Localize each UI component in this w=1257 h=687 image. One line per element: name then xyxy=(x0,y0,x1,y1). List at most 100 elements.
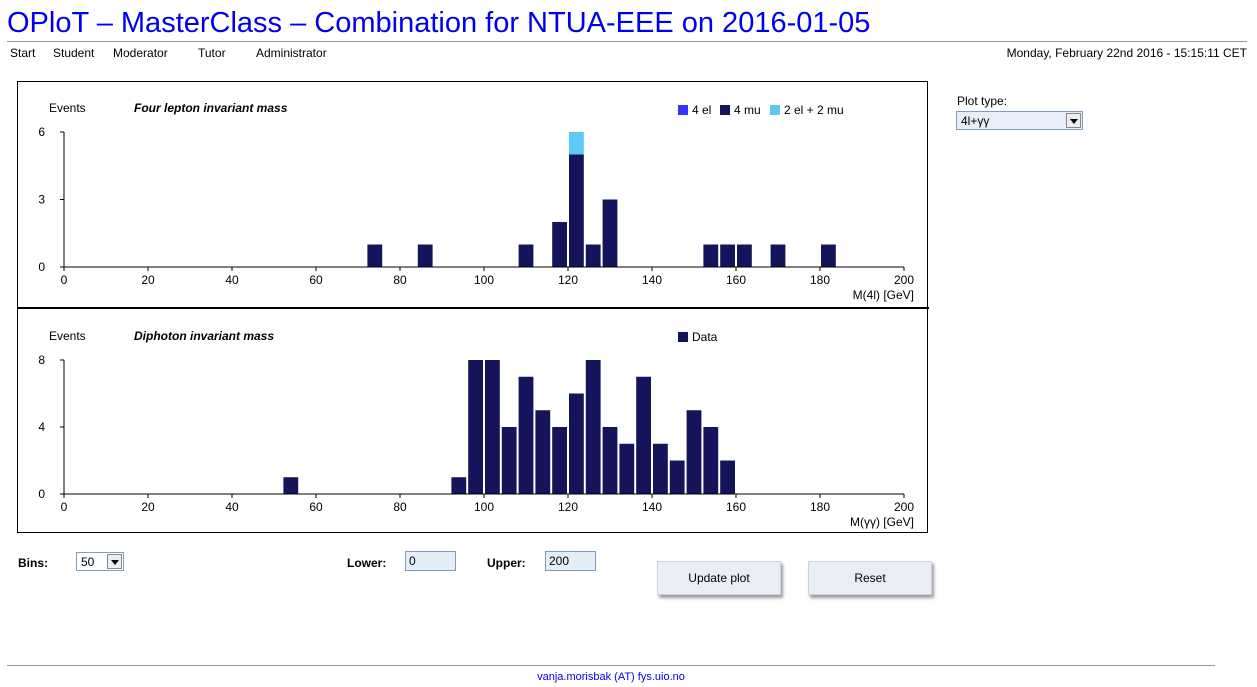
diphoton-x-tick-label: 40 xyxy=(225,500,239,514)
diphoton-bar xyxy=(518,376,534,494)
diphoton-y-tick-label: 8 xyxy=(38,353,45,367)
lepton-x-tick-label: 160 xyxy=(726,273,746,287)
diphoton-bar xyxy=(720,460,735,494)
nav-student-link[interactable]: Student xyxy=(53,46,95,60)
diphoton-bar xyxy=(602,427,618,494)
lepton-bar xyxy=(585,244,601,267)
current-datetime: Monday, February 22nd 2016 - 15:15:11 CE… xyxy=(1006,46,1247,60)
diphoton-x-tick-label: 0 xyxy=(61,500,68,514)
lepton-x-tick-label: 140 xyxy=(642,273,662,287)
diphoton-bar xyxy=(703,427,719,494)
diphoton-bar xyxy=(636,376,651,494)
diphoton-bar xyxy=(653,443,668,494)
diphoton-x-tick-label: 60 xyxy=(309,500,323,514)
lepton-bar xyxy=(720,244,735,267)
diphoton-x-tick-label: 20 xyxy=(141,500,155,514)
lepton-legend-label: 4 mu xyxy=(734,103,761,117)
lepton-bar xyxy=(569,132,584,155)
lepton-bar xyxy=(367,244,383,267)
chevron-down-icon[interactable] xyxy=(1066,113,1081,128)
lepton-xlabel: M(4l) [GeV] xyxy=(853,288,914,302)
lepton-x-tick-label: 20 xyxy=(141,273,155,287)
diphoton-x-tick-label: 180 xyxy=(810,500,830,514)
diphoton-x-tick-label: 160 xyxy=(726,500,746,514)
bins-select[interactable]: 50 xyxy=(76,552,124,571)
lepton-x-tick-label: 180 xyxy=(810,273,830,287)
lepton-legend-label: 2 el + 2 mu xyxy=(784,103,844,117)
diphoton-bar xyxy=(552,427,567,494)
nav-administrator-link[interactable]: Administrator xyxy=(256,46,327,60)
diphoton-bar xyxy=(585,360,601,494)
lepton-bar xyxy=(518,244,534,267)
upper-input[interactable] xyxy=(545,551,596,571)
diphoton-y-tick-label: 0 xyxy=(38,487,45,501)
plot-type-select[interactable]: 4l+γγ xyxy=(956,111,1083,130)
header-divider xyxy=(7,41,1247,42)
diphoton-ylabel: Events xyxy=(49,329,86,343)
diphoton-bar xyxy=(485,360,500,494)
lepton-bar xyxy=(770,244,786,267)
lepton-bar xyxy=(552,222,567,267)
lower-input[interactable] xyxy=(405,551,456,571)
bins-value: 50 xyxy=(81,555,95,569)
plot-type-value: 4l+γγ xyxy=(961,114,990,128)
diphoton-bar xyxy=(686,410,702,494)
lepton-legend-swatch xyxy=(678,105,688,115)
diphoton-x-tick-label: 120 xyxy=(558,500,578,514)
lepton-bar xyxy=(569,154,584,267)
diphoton-x-tick-label: 80 xyxy=(393,500,407,514)
lepton-x-tick-label: 200 xyxy=(894,273,914,287)
footer-contact[interactable]: vanja.morisbak (AT) fys.uio.no xyxy=(537,671,685,683)
diphoton-xlabel: M(γγ) [GeV] xyxy=(850,515,914,529)
plot-type-label: Plot type: xyxy=(957,94,1008,108)
lepton-y-tick-label: 3 xyxy=(38,193,45,207)
diphoton-chart-title: Diphoton invariant mass xyxy=(134,329,274,343)
diphoton-legend-swatch xyxy=(678,332,688,342)
diphoton-legend-label: Data xyxy=(692,330,718,344)
nav-tutor-link[interactable]: Tutor xyxy=(198,46,226,60)
diphoton-bar xyxy=(669,460,685,494)
lepton-x-tick-label: 120 xyxy=(558,273,578,287)
diphoton-x-tick-label: 100 xyxy=(474,500,494,514)
lepton-bar xyxy=(703,244,719,267)
footer-divider xyxy=(7,665,1215,666)
lepton-bar xyxy=(821,244,836,267)
lepton-x-tick-label: 0 xyxy=(61,273,68,287)
diphoton-bar xyxy=(619,443,635,494)
lepton-bar xyxy=(417,244,433,267)
diphoton-bar xyxy=(283,477,299,494)
reset-button[interactable]: Reset xyxy=(808,561,932,595)
diphoton-x-tick-label: 140 xyxy=(642,500,662,514)
bins-label: Bins: xyxy=(18,556,48,570)
diphoton-bar xyxy=(569,393,584,494)
upper-label: Upper: xyxy=(487,556,526,570)
chevron-down-icon[interactable] xyxy=(107,554,122,569)
lepton-x-tick-label: 40 xyxy=(225,273,239,287)
diphoton-bar xyxy=(451,477,467,494)
lepton-y-tick-label: 6 xyxy=(38,125,45,139)
lepton-legend-swatch xyxy=(770,105,780,115)
lepton-x-tick-label: 100 xyxy=(474,273,494,287)
lepton-ylabel: Events xyxy=(49,101,86,115)
lower-label: Lower: xyxy=(347,556,387,570)
nav-start-link[interactable]: Start xyxy=(10,46,36,60)
lepton-legend-label: 4 el xyxy=(692,103,711,117)
lepton-x-tick-label: 60 xyxy=(309,273,323,287)
nav-moderator-link[interactable]: Moderator xyxy=(113,46,168,60)
diphoton-x-tick-label: 200 xyxy=(894,500,914,514)
update-plot-button[interactable]: Update plot xyxy=(657,561,781,595)
lepton-chart-title: Four lepton invariant mass xyxy=(134,101,288,115)
lepton-y-tick-label: 0 xyxy=(38,260,45,274)
lepton-x-tick-label: 80 xyxy=(393,273,407,287)
lepton-bar xyxy=(737,244,752,267)
lepton-bar xyxy=(602,199,618,267)
diphoton-bar xyxy=(501,427,517,494)
lepton-legend-swatch xyxy=(720,105,730,115)
diphoton-y-tick-label: 4 xyxy=(38,420,45,434)
page-title: OPloT – MasterClass – Combination for NT… xyxy=(7,7,871,39)
diphoton-bar xyxy=(535,410,551,494)
plot-area: Events Four lepton invariant mass 0 20 40 60 8… xyxy=(17,81,929,533)
